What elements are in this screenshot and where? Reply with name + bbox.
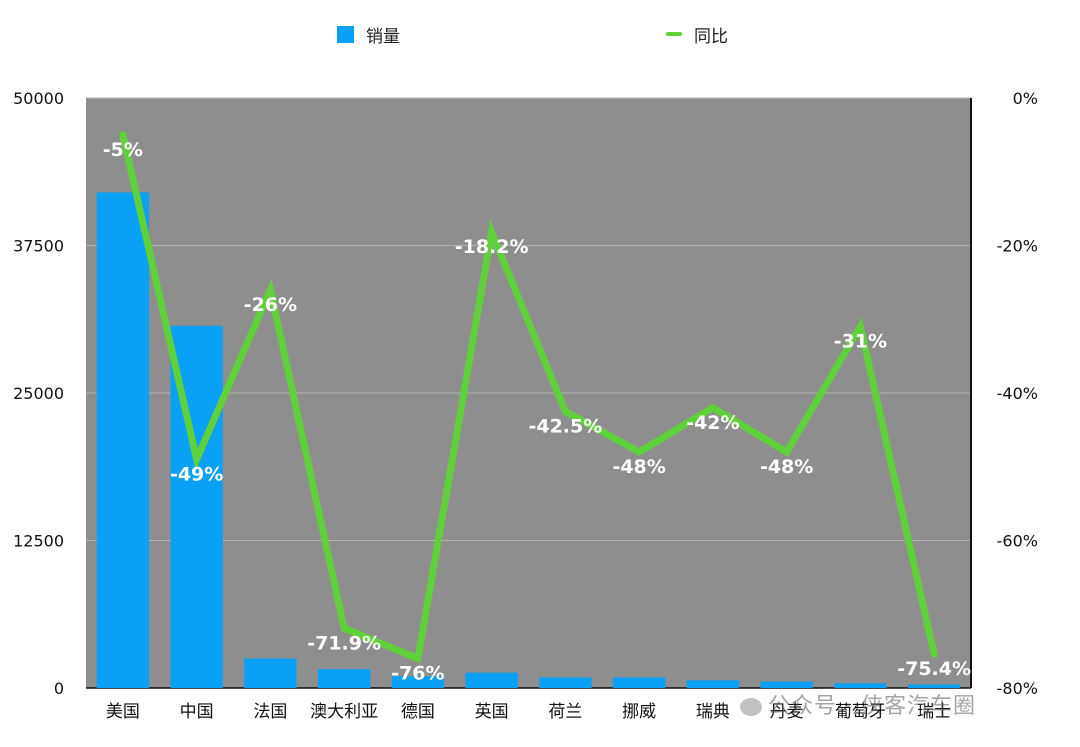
x-tick-label: 丹麦 (770, 702, 804, 722)
data-label: -76% (391, 663, 444, 685)
data-label: -18.2% (455, 236, 529, 258)
line-series (119, 131, 938, 664)
legend-bar-swatch (337, 25, 354, 43)
data-label: -49% (170, 463, 223, 485)
y-right-tick-label: 0% (1013, 89, 1038, 108)
wechat-icon (740, 698, 762, 716)
y-left-tick-label: 0 (54, 679, 64, 698)
y-left-tick-label: 50000 (13, 89, 64, 108)
x-tick-label: 法国 (253, 702, 287, 722)
data-label: -26% (244, 294, 297, 316)
x-tick-label: 英国 (475, 702, 509, 722)
data-label: -48% (760, 456, 813, 478)
legend-line: 同比 (666, 20, 728, 48)
x-tick-label: 澳大利亚 (310, 702, 378, 722)
data-label: -71.9% (307, 632, 381, 654)
legend-bar: 销量 (337, 20, 400, 48)
y-left-tick-label: 25000 (13, 384, 64, 403)
x-tick-label: 荷兰 (548, 702, 582, 722)
y-right-tick-label: -40% (997, 384, 1038, 403)
legend-line-swatch (666, 32, 682, 36)
bar (96, 192, 150, 688)
x-tick-label: 美国 (106, 702, 140, 722)
bar (465, 672, 518, 688)
x-tick-label: 瑞典 (696, 702, 730, 722)
x-tick-label: 中国 (180, 702, 214, 722)
x-tick-label: 瑞士 (917, 702, 951, 722)
legend-bar-label: 销量 (366, 26, 400, 47)
data-label: -42% (686, 412, 739, 434)
y-right-tick-label: -20% (997, 237, 1038, 256)
y-left-tick-label: 37500 (13, 237, 64, 256)
x-tick-label: 挪威 (622, 702, 656, 722)
data-label: -48% (612, 456, 665, 478)
bar (244, 658, 297, 688)
data-label: -75.4% (897, 658, 971, 680)
x-tick-label: 德国 (401, 702, 435, 722)
bar (539, 677, 592, 688)
x-tick-label: 葡萄牙 (835, 702, 886, 722)
data-label: -31% (834, 331, 887, 353)
y-right-tick-label: -60% (997, 532, 1038, 551)
data-label: -42.5% (528, 415, 602, 437)
y-right-tick-label: -80% (997, 679, 1038, 698)
data-label: -5% (103, 139, 143, 161)
bar (317, 669, 371, 688)
watermark: 公众号 · 侠客汽车圈 (740, 688, 976, 720)
bar (834, 683, 887, 688)
y-left-tick-label: 12500 (13, 532, 64, 551)
watermark-text: 公众号 · 侠客汽车圈 (768, 694, 976, 719)
bar (686, 680, 740, 688)
legend-line-label: 同比 (694, 26, 728, 47)
bar (760, 681, 813, 688)
bar (391, 676, 445, 688)
bar (612, 677, 666, 688)
bar (907, 684, 961, 688)
